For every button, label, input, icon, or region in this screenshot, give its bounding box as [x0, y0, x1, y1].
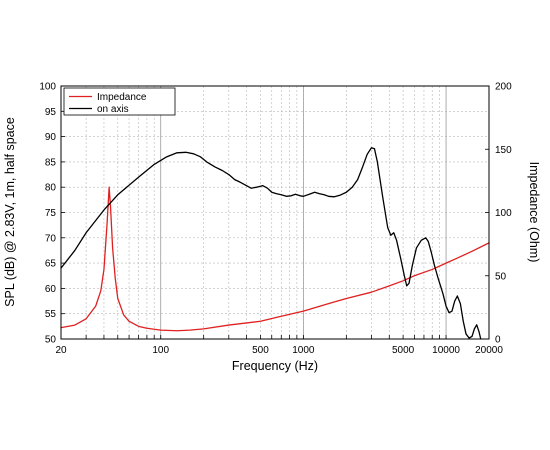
legend-label-on-axis: on axis — [97, 104, 129, 115]
x-tick-label: 5000 — [392, 345, 415, 356]
series-line-impedance — [60, 186, 490, 332]
x-tick-label: 20 — [55, 345, 67, 356]
series-layer — [60, 147, 490, 340]
y-right-tick-label: 100 — [495, 208, 512, 219]
y-left-tick-label: 50 — [45, 335, 57, 346]
y-right-tick-label: 150 — [495, 145, 512, 156]
x-tick-label: 20000 — [475, 345, 503, 356]
y-left-tick-label: 85 — [45, 157, 57, 168]
y-left-tick-label: 95 — [45, 107, 57, 118]
minor-gridlines — [60, 85, 490, 340]
series-line-on-axis — [60, 147, 482, 340]
y-left-tick-label: 70 — [45, 233, 57, 244]
x-axis-title: Frequency (Hz) — [232, 359, 318, 373]
y-right-tick-label: 200 — [495, 82, 512, 93]
y-right-tick-label: 50 — [495, 271, 507, 282]
x-tick-label: 500 — [252, 345, 269, 356]
y-left-tick-label: 60 — [45, 284, 57, 295]
legend: Impedance on axis — [63, 87, 176, 116]
y-left-tick-label: 65 — [45, 259, 57, 270]
y-left-tick-label: 100 — [39, 82, 56, 93]
y-right-tick-label: 0 — [495, 335, 501, 346]
legend-label-impedance: Impedance — [97, 92, 147, 103]
x-tick-label: 100 — [152, 345, 169, 356]
x-tick-label: 10000 — [432, 345, 460, 356]
y-axis-left-title: SPL (dB) @ 2.83V, 1m, half space — [3, 117, 17, 307]
tick-marks — [60, 85, 490, 340]
y-left-tick-label: 75 — [45, 208, 57, 219]
y-left-tick-label: 80 — [45, 183, 57, 194]
y-left-tick-label: 55 — [45, 309, 57, 320]
y-left-tick-label: 90 — [45, 132, 57, 143]
major-gridlines — [160, 86, 447, 339]
x-tick-label: 1000 — [292, 345, 315, 356]
y-axis-right-title: Impedance (Ohm) — [527, 162, 541, 263]
legend-box — [63, 87, 176, 116]
